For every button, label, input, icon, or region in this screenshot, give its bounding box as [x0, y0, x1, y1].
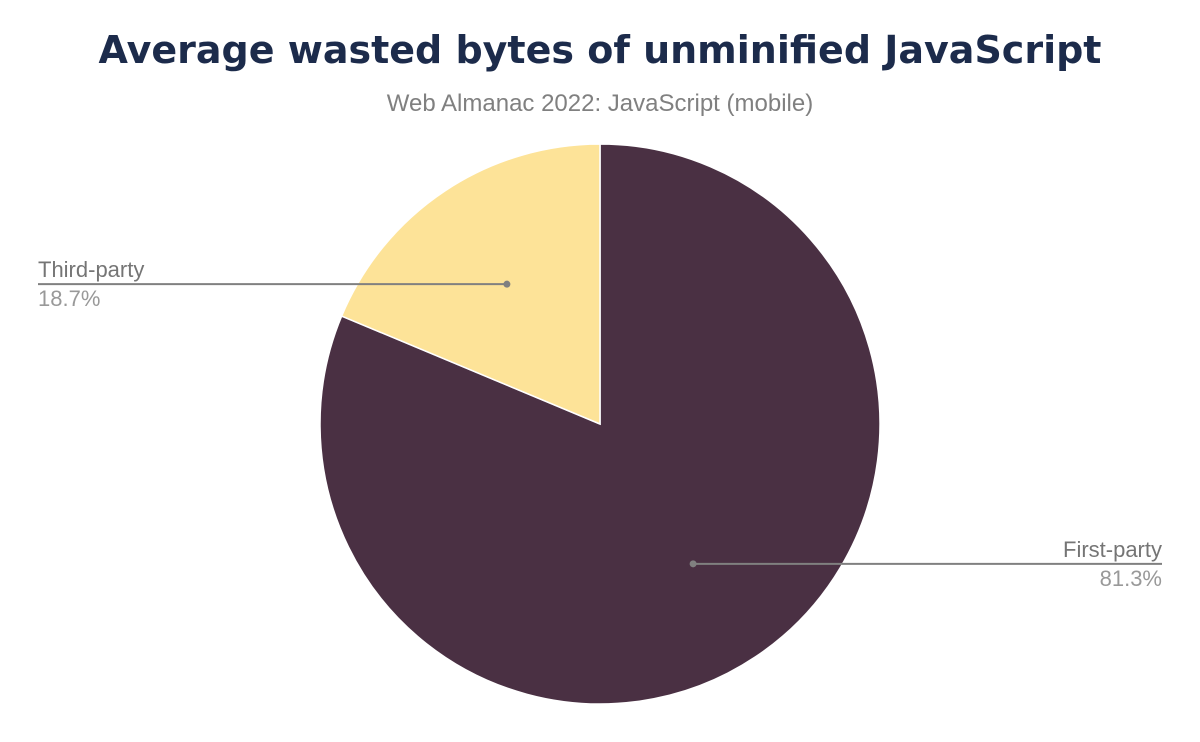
chart-subtitle: Web Almanac 2022: JavaScript (mobile) [386, 90, 814, 117]
slice-label: First-party [1063, 537, 1162, 562]
slice-value-label: 18.7% [38, 286, 100, 311]
slice-value-label: 81.3% [1100, 566, 1162, 591]
chart-title: Average wasted bytes of unminified JavaS… [98, 28, 1102, 72]
slice-label: Third-party [38, 257, 144, 282]
